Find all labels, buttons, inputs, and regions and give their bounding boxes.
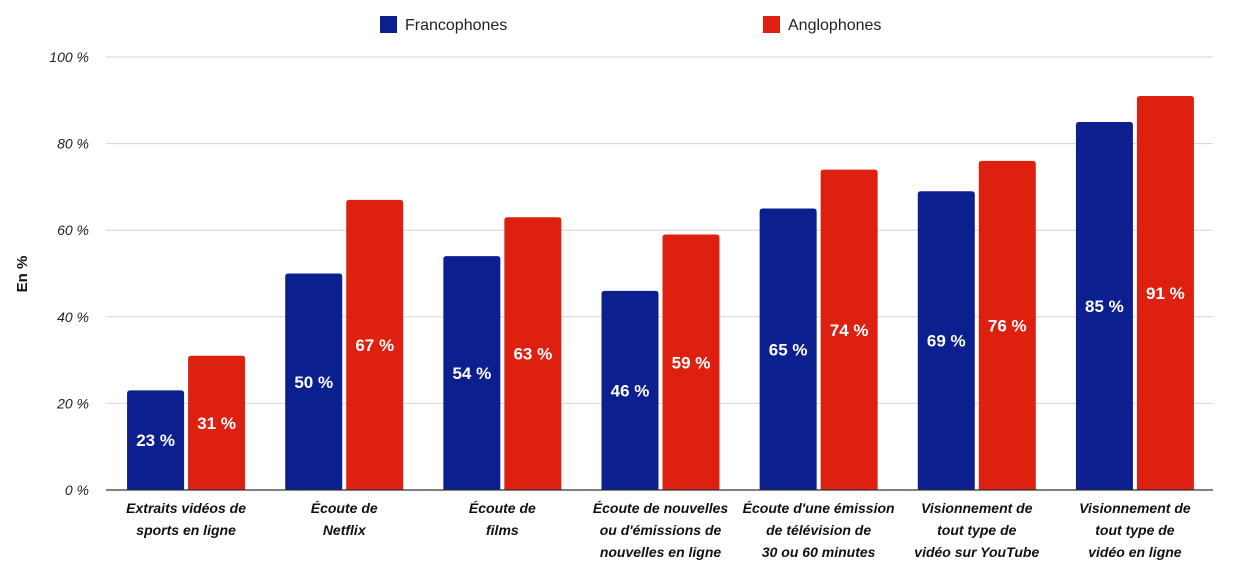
data-label: 74 % bbox=[830, 321, 869, 340]
data-label: 59 % bbox=[672, 353, 711, 372]
bar bbox=[285, 273, 343, 490]
bar bbox=[662, 234, 720, 490]
y-tick-label: 0 % bbox=[65, 482, 89, 498]
data-label: 65 % bbox=[769, 340, 808, 359]
data-label: 63 % bbox=[513, 345, 552, 364]
bar bbox=[188, 355, 246, 490]
data-label: 76 % bbox=[988, 316, 1027, 335]
y-axis-label: En % bbox=[14, 256, 31, 293]
legend-label: Francophones bbox=[405, 17, 507, 34]
y-tick-label: 80 % bbox=[57, 136, 89, 152]
bar bbox=[1075, 121, 1133, 490]
legend-label: Anglophones bbox=[788, 17, 881, 34]
data-label: 46 % bbox=[611, 381, 650, 400]
gridlines bbox=[106, 56, 1213, 404]
category-labels: Extraits vidéos de sports en ligne Écoute … bbox=[126, 500, 1191, 560]
bars: 23 % 31 % 50 % 67 % 54 % 63 % 46 % 59 % 65 % 74 %… bbox=[127, 95, 1194, 491]
data-label: 23 % bbox=[136, 431, 175, 450]
data-label: 54 % bbox=[452, 364, 491, 383]
y-tick-label: 40 % bbox=[57, 309, 89, 325]
data-label: 85 % bbox=[1085, 297, 1124, 316]
x-category-label: Écoute de nouvelles ou d'émissions de nouv… bbox=[593, 500, 729, 560]
y-axis-ticks: 0 % 20 % 40 % 60 % 80 % 100 % bbox=[49, 49, 89, 498]
y-tick-label: 100 % bbox=[49, 49, 89, 65]
legend-swatch bbox=[763, 16, 780, 33]
y-tick-label: 60 % bbox=[57, 222, 89, 238]
bar bbox=[127, 390, 185, 490]
data-label: 91 % bbox=[1146, 284, 1185, 303]
x-category-label: Visionnement de tout type de vidéo en lign… bbox=[1079, 500, 1191, 560]
x-category-label: Écoute de films bbox=[469, 500, 536, 538]
bar bbox=[601, 290, 659, 490]
bar bbox=[346, 199, 404, 490]
legend-swatch bbox=[380, 16, 397, 33]
bar bbox=[978, 160, 1036, 491]
x-category-label: Écoute de Netflix bbox=[311, 500, 378, 538]
bar bbox=[759, 208, 817, 491]
y-tick-label: 20 % bbox=[56, 395, 89, 411]
bar bbox=[820, 169, 878, 490]
data-label: 50 % bbox=[294, 373, 333, 392]
x-category-label: Écoute d'une émission de télévision de 30 … bbox=[743, 500, 895, 560]
legend: Francophones Anglophones bbox=[380, 16, 881, 34]
bar bbox=[917, 191, 975, 491]
bar bbox=[1136, 95, 1194, 490]
data-label: 69 % bbox=[927, 332, 966, 351]
data-label: 31 % bbox=[197, 414, 236, 433]
bar bbox=[504, 217, 562, 490]
x-category-label: Visionnement de tout type de vidéo sur You… bbox=[914, 500, 1039, 560]
x-category-label: Extraits vidéos de sports en ligne bbox=[126, 500, 246, 538]
bar bbox=[443, 256, 501, 490]
data-label: 67 % bbox=[355, 336, 394, 355]
